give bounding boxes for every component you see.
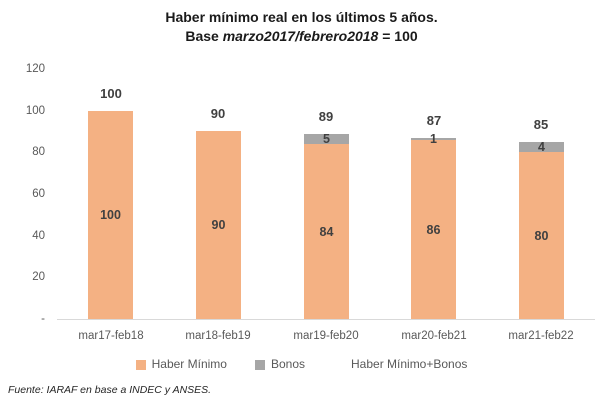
bar-segment-haber-minimo: 84 [304,144,349,319]
bar-value-haber-minimo: 84 [319,224,334,239]
bar-value-haber-minimo: 86 [426,222,441,237]
chart-title-line2: Base marzo2017/febrero2018 = 100 [0,27,603,46]
bar-value-haber-minimo: 90 [211,218,226,232]
x-axis-label: mar20-feb21 [401,330,467,342]
bar-segment-haber-minimo: 80 [519,152,564,319]
bar-segment-bonos: 5 [304,132,349,146]
legend-label-bonos: Bonos [270,357,305,371]
x-axis-label: mar19-feb20 [293,330,359,342]
bar-segment-haber-minimo: 100 [88,111,133,319]
chart-title: Haber mínimo real en los últimos 5 años.… [0,8,603,46]
bonos-swatch-icon [254,359,265,370]
y-axis-tick: 60 [32,188,45,200]
chart-title-line1: Haber mínimo real en los últimos 5 años. [165,9,438,25]
bar-segment-haber-minimo: 86 [411,140,456,319]
bar-value-bonos: 1 [430,132,437,146]
bar-total-label: 85 [533,117,549,132]
x-axis-line [57,319,595,320]
y-axis-tick: 100 [25,104,45,117]
legend-item-bonos: Bonos [254,357,305,372]
y-axis-tick: 80 [32,146,45,159]
title-equals-text: = 100 [378,28,418,44]
legend-label-haber-minimo-bonos: Haber Mínimo+Bonos [351,357,468,371]
bar-total-label: 90 [210,106,226,121]
bar-value-haber-minimo: 80 [534,228,549,243]
x-axis-label: mar18-feb19 [185,330,251,342]
bar-segment-bonos: 1 [411,132,456,146]
y-axis-tick: 40 [32,229,45,242]
bar-segment-bonos: 4 [519,140,564,154]
haber-minimo-swatch-icon [135,359,146,370]
source-note: Fuente: IARAF en base a INDEC y ANSES. [8,384,212,396]
bar-total-label: 89 [318,109,334,124]
y-axis-tick: - [41,313,45,325]
bar-segment-haber-minimo: 90 [196,131,241,319]
y-axis-tick: 120 [25,63,45,75]
x-axis-label: mar17-feb18 [78,330,144,342]
legend-item-haber-minimo: Haber Mínimo [135,357,227,372]
bar-value-bonos: 5 [323,132,330,146]
legend-item-haber-minimo-bonos: Haber Mínimo+Bonos [333,357,467,372]
x-axis-label: mar21-feb22 [508,330,574,342]
legend: Haber Mínimo Bonos Haber Mínimo+Bonos [0,357,603,372]
bar-value-bonos: 4 [538,140,545,154]
y-axis-tick: 20 [32,271,45,284]
bar-total-label: 100 [100,86,122,101]
legend-label-haber-minimo: Haber Mínimo [151,357,227,371]
bar-value-haber-minimo: 100 [100,208,121,222]
title-period-text: marzo2017/febrero2018 [222,28,379,44]
bar-total-label: 87 [426,113,442,128]
title-base-text: Base [185,28,223,44]
